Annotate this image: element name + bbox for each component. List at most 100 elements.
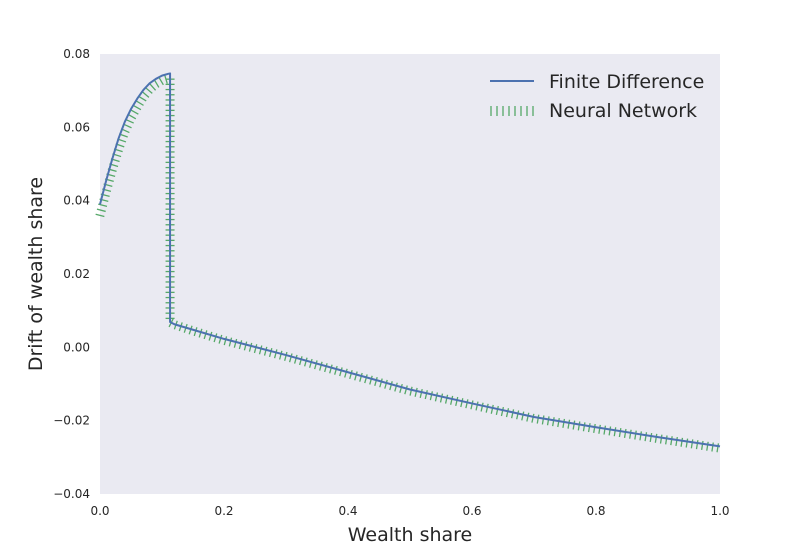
series-point — [138, 95, 147, 102]
y-tick-label: 0.00 — [63, 340, 90, 354]
series-point — [465, 399, 469, 409]
series-point — [394, 382, 398, 392]
series-point — [389, 381, 393, 391]
series-point — [526, 412, 530, 422]
series-point — [223, 336, 228, 346]
series-point — [629, 429, 632, 439]
series-point — [309, 358, 313, 368]
series-point — [379, 378, 383, 388]
plot-area — [100, 54, 720, 494]
series-point — [130, 109, 139, 115]
y-axis-title: Drift of wealth share — [25, 177, 47, 371]
series-point — [470, 400, 474, 410]
series-point — [314, 360, 318, 370]
series-point — [424, 390, 428, 400]
series-point — [711, 442, 714, 452]
series-point — [233, 338, 238, 348]
legend-label-neural-network: Neural Network — [549, 100, 697, 122]
series-point — [359, 372, 363, 382]
series-point — [132, 104, 142, 111]
series-point — [623, 428, 627, 438]
series-point — [203, 330, 208, 340]
series-point — [193, 327, 198, 337]
y-tick-label: 0.08 — [63, 47, 90, 61]
x-tick-label: 1.0 — [710, 504, 729, 518]
series-point — [670, 436, 673, 446]
series-point — [324, 363, 328, 373]
series-point — [516, 410, 520, 420]
series-point — [510, 409, 515, 419]
series-point — [208, 331, 213, 341]
series-point — [144, 87, 153, 94]
x-tick-label: 0.6 — [462, 504, 481, 518]
series-point — [258, 345, 263, 355]
series-point — [344, 368, 348, 378]
series-point — [364, 374, 368, 384]
series-point — [618, 428, 622, 438]
series-point — [480, 402, 484, 412]
series-point — [500, 407, 505, 417]
series-point — [577, 421, 581, 431]
series-point — [460, 398, 464, 408]
series-finite-difference — [99, 72, 721, 448]
series-point — [603, 425, 607, 435]
y-tick-label: −0.02 — [53, 414, 90, 428]
series-point — [541, 415, 545, 425]
series-point — [329, 364, 333, 374]
series-point — [243, 341, 248, 351]
series-point — [690, 439, 694, 449]
series-point — [598, 424, 601, 434]
series-point — [304, 357, 308, 367]
series-point — [659, 434, 663, 444]
series-point — [339, 367, 343, 377]
series-point — [354, 371, 358, 381]
series-point — [153, 79, 160, 88]
series-point — [608, 426, 612, 436]
series-point — [238, 340, 243, 350]
series-point — [434, 392, 439, 402]
series-point — [409, 386, 413, 396]
series-point — [268, 347, 273, 358]
series-point — [253, 344, 258, 354]
series-point — [455, 396, 459, 406]
series-point — [557, 417, 560, 428]
x-tick-label: 0.0 — [90, 504, 109, 518]
series-point — [552, 417, 555, 427]
series-point — [149, 83, 157, 91]
series-point — [716, 443, 720, 453]
series-point — [284, 351, 288, 361]
series-point — [685, 438, 689, 448]
series-point — [439, 393, 444, 403]
y-tick-label: 0.02 — [63, 267, 90, 281]
series-layer — [95, 72, 721, 453]
series-point — [706, 441, 709, 451]
series-point — [98, 203, 108, 208]
y-axis-ticks: −0.04 −0.02 0.00 0.02 0.04 0.06 0.08 — [53, 47, 90, 501]
series-point — [228, 337, 233, 347]
series-point — [475, 401, 479, 411]
series-point — [334, 365, 338, 375]
y-tick-label: 0.04 — [63, 194, 90, 208]
series-point — [593, 423, 596, 434]
series-point — [278, 350, 283, 360]
series-point — [639, 431, 643, 441]
series-point — [444, 394, 449, 404]
series-point — [96, 208, 106, 213]
series-point — [505, 408, 510, 418]
series-point — [700, 440, 704, 450]
legend: Finite Difference Neural Network — [490, 71, 704, 122]
series-point — [521, 411, 525, 421]
series-point — [429, 391, 433, 401]
series-point — [675, 436, 678, 447]
series-point — [495, 405, 499, 415]
y-tick-label: −0.04 — [53, 487, 90, 501]
series-point — [288, 353, 293, 363]
series-point — [485, 403, 489, 413]
series-point — [490, 404, 494, 414]
series-point — [531, 413, 535, 423]
series-point — [319, 361, 323, 371]
series-point — [404, 385, 408, 395]
series-point — [127, 113, 137, 120]
series-point — [572, 420, 576, 430]
series-point — [567, 419, 571, 429]
